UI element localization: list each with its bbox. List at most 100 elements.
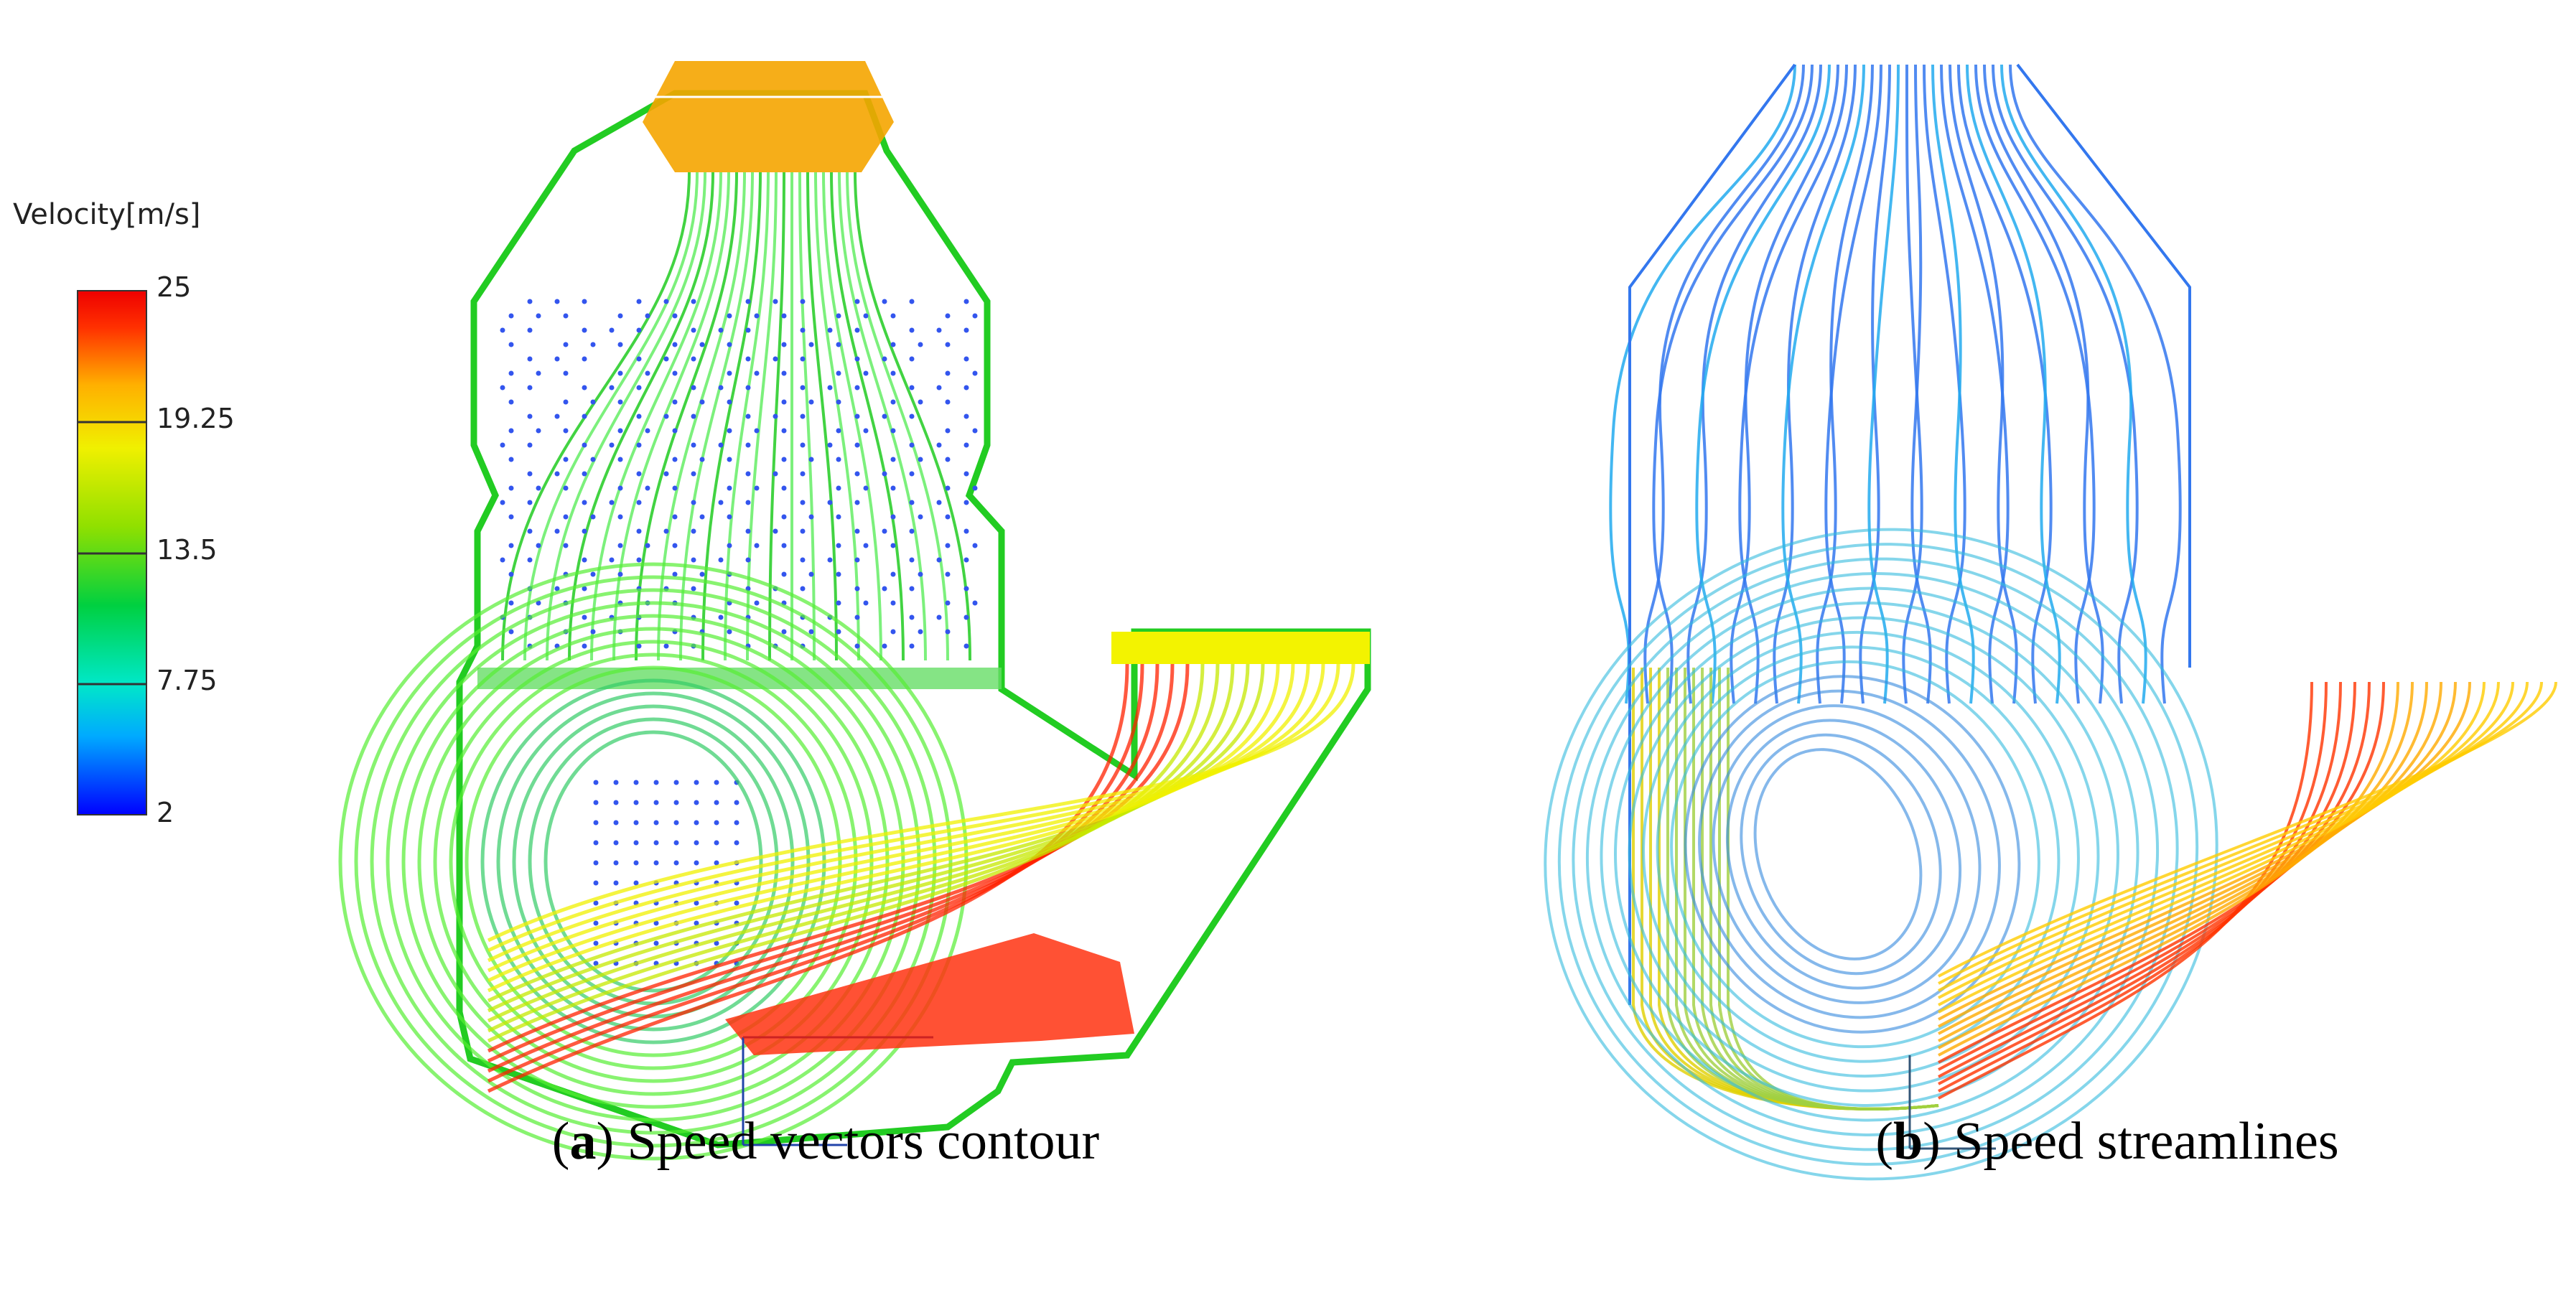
vector-mark <box>734 800 739 805</box>
swirl-line <box>449 653 858 1070</box>
streamline <box>1859 64 1891 704</box>
vector-mark <box>945 457 951 462</box>
vector-mark <box>890 629 896 635</box>
vector-mark <box>727 370 732 376</box>
streamline <box>838 172 927 661</box>
vector-mark <box>653 780 659 785</box>
vector-mark <box>734 900 739 906</box>
vector-mark <box>636 442 642 448</box>
streamline <box>1773 64 1857 704</box>
vector-mark <box>691 413 696 419</box>
vector-mark <box>890 428 896 434</box>
vector-mark <box>882 643 887 649</box>
vector-mark <box>714 780 719 785</box>
vector-mark <box>593 900 599 906</box>
streamline <box>1949 64 2018 704</box>
swirl-line <box>1725 719 1962 990</box>
vector-mark <box>945 629 951 635</box>
vector-mark <box>527 557 533 563</box>
streamline <box>798 172 816 661</box>
vector-mark <box>593 920 599 926</box>
vector-mark <box>673 820 679 826</box>
vector-mark <box>653 920 659 926</box>
vector-mark <box>613 820 619 826</box>
vector-mark <box>863 313 869 319</box>
vector-mark <box>653 800 659 805</box>
vector-mark <box>972 543 978 548</box>
outlet-line <box>1938 681 2414 1049</box>
vector-mark <box>633 840 639 846</box>
vector-mark <box>800 528 806 534</box>
vector-mark <box>800 500 806 505</box>
vector-mark <box>593 860 599 866</box>
streamline <box>1609 64 1796 704</box>
vector-mark <box>918 571 923 577</box>
vector-mark <box>718 385 724 391</box>
vector-mark <box>854 413 860 419</box>
vector-mark <box>781 428 787 434</box>
vector-mark <box>945 571 951 577</box>
vector-mark <box>593 820 599 826</box>
vector-mark <box>745 413 751 419</box>
vector-mark <box>945 514 951 520</box>
vector-mark <box>593 800 599 805</box>
vector-mark <box>918 629 923 635</box>
streamline <box>830 172 905 661</box>
vector-mark <box>890 399 896 405</box>
vector-mark <box>554 586 560 592</box>
vector-mark <box>582 500 587 505</box>
vector-mark <box>527 299 533 304</box>
streamline <box>635 172 738 661</box>
vector-mark <box>745 299 751 304</box>
vector-mark <box>890 457 896 462</box>
vector-mark <box>617 457 623 462</box>
vector-mark <box>718 442 724 448</box>
outlet-line <box>487 663 1235 1023</box>
vector-mark <box>636 471 642 477</box>
vector-mark <box>582 327 587 333</box>
vector-mark <box>563 313 569 319</box>
vector-mark <box>800 586 806 592</box>
vector-mark <box>800 327 806 333</box>
streamline <box>2000 64 2147 704</box>
swirl-line <box>1585 572 2160 1136</box>
vector-mark <box>854 327 860 333</box>
vector-mark <box>653 840 659 846</box>
vector-mark <box>727 514 732 520</box>
vector-mark <box>827 327 833 333</box>
vector-mark <box>781 629 787 635</box>
legend-tick-label: 2 <box>157 797 174 828</box>
vector-mark <box>563 543 569 548</box>
vector-mark <box>909 528 915 534</box>
vector-mark <box>699 571 705 577</box>
vector-mark <box>645 428 650 434</box>
vector-mark <box>582 385 587 391</box>
outlet-line <box>487 663 1310 973</box>
divider-band <box>477 668 1002 689</box>
vector-mark <box>963 413 969 419</box>
vector-mark <box>536 485 541 491</box>
streamline <box>1643 64 1805 704</box>
vector-mark <box>653 860 659 866</box>
vector-mark <box>609 500 615 505</box>
outlet-line <box>1938 681 2543 985</box>
vector-mark <box>582 557 587 563</box>
vector-mark <box>963 643 969 649</box>
vector-mark <box>613 860 619 866</box>
vector-mark <box>636 356 642 362</box>
vector-mark <box>699 342 705 347</box>
vector-mark <box>727 543 732 548</box>
vector-mark <box>593 940 599 946</box>
vector-mark <box>773 356 778 362</box>
outlet-line <box>1938 681 2486 1014</box>
streamline <box>1738 64 1848 704</box>
swirl-line <box>1712 704 1982 1004</box>
vector-mark <box>863 370 869 376</box>
vector-mark <box>508 399 514 405</box>
vector-mark <box>593 840 599 846</box>
outlet-line <box>1938 681 2428 1042</box>
vector-mark <box>663 528 669 534</box>
vector-mark <box>781 342 787 347</box>
vector-mark <box>745 442 751 448</box>
